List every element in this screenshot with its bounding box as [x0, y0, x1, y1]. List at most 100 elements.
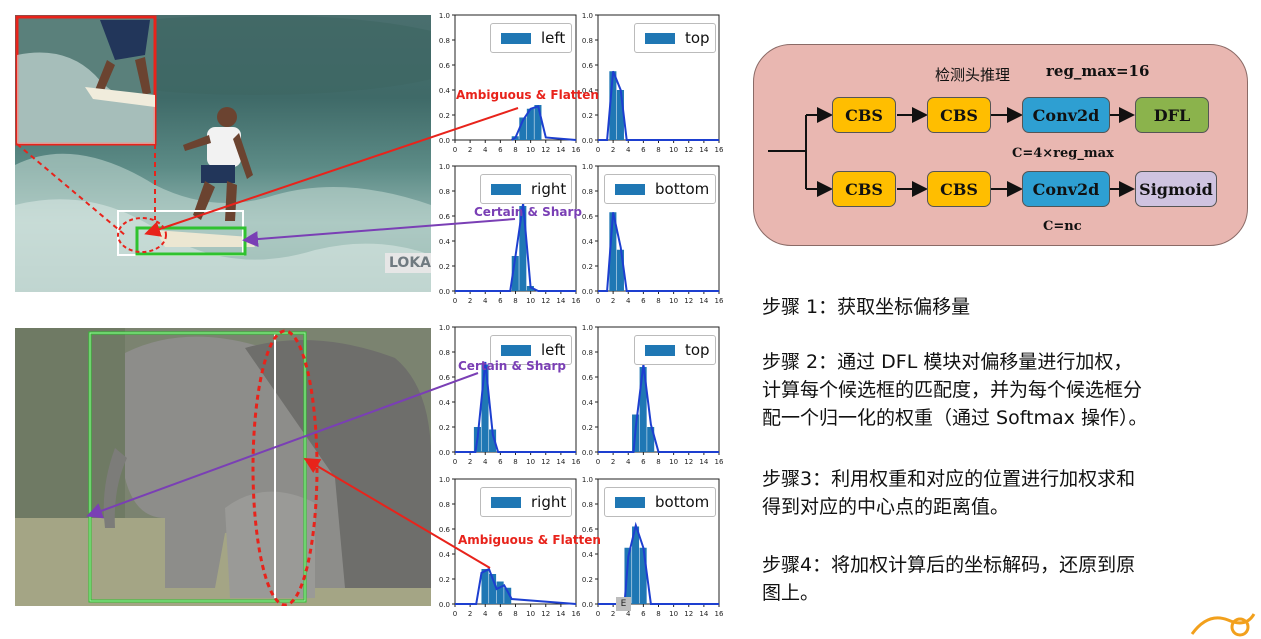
step-2-line-3: 配一个归一化的权重（通过 Softmax 操作）。: [762, 407, 1148, 429]
histogram-bar: [534, 105, 542, 140]
x-tick-label: 10: [526, 610, 535, 618]
y-tick-label: 0.2: [582, 424, 593, 432]
histogram-bar: [624, 547, 632, 604]
x-tick-label: 4: [483, 146, 488, 154]
y-tick-label: 0.8: [582, 349, 593, 357]
x-tick-label: 6: [498, 610, 503, 618]
legend-swatch: [645, 32, 675, 44]
x-tick-label: 0: [596, 297, 600, 305]
y-tick-label: 0.8: [439, 37, 450, 45]
histogram-bar: [526, 286, 534, 291]
y-tick-label: 0.2: [439, 112, 450, 120]
step-3: 步骤3：利用权重和对应的位置进行加权求和 得到对应的中心点的距离值。: [762, 465, 1252, 521]
y-tick-label: 1.0: [439, 476, 450, 484]
x-tick-label: 2: [468, 146, 472, 154]
x-tick-label: 10: [669, 610, 678, 618]
x-tick-label: 12: [684, 146, 693, 154]
x-tick-label: 2: [468, 458, 472, 466]
sigmoid-node: Sigmoid: [1135, 171, 1217, 207]
step-2: 步骤 2：通过 DFL 模块对偏移量进行加权， 计算每个候选框的匹配度，并为每个…: [762, 348, 1252, 432]
x-tick-label: 12: [684, 610, 693, 618]
detection-head-diagram: [753, 44, 1248, 246]
legend-swatch: [645, 344, 675, 356]
histogram-bar: [496, 581, 504, 604]
x-tick-label: 6: [641, 146, 646, 154]
x-tick-label: 8: [656, 610, 660, 618]
x-tick-label: 0: [596, 146, 600, 154]
x-tick-label: 14: [699, 146, 708, 154]
step-1: 步骤 1：获取坐标偏移量: [762, 293, 1252, 321]
brand-logo-icon: [1190, 613, 1256, 637]
legend-bottom-2: bottom: [604, 487, 716, 517]
y-tick-label: 0.8: [439, 188, 450, 196]
legend-swatch: [615, 496, 645, 508]
y-tick-label: 0.2: [582, 576, 593, 584]
y-tick-label: 0.8: [582, 37, 593, 45]
x-tick-label: 14: [556, 297, 565, 305]
histogram-bar: [639, 547, 647, 604]
legend-bottom-1: bottom: [604, 174, 716, 204]
arrow-ambiguous-top: [144, 107, 519, 237]
x-tick-label: 6: [641, 458, 646, 466]
row2-caption: C=nc: [1043, 219, 1082, 234]
x-tick-label: 6: [498, 146, 503, 154]
y-tick-label: 0.2: [439, 263, 450, 271]
distribution-curve: [455, 361, 576, 453]
histogram-bar: [616, 249, 624, 291]
legend-label: bottom: [655, 180, 710, 198]
x-tick-label: 16: [572, 146, 581, 154]
legend-right-2: right: [480, 487, 572, 517]
x-tick-label: 12: [684, 458, 693, 466]
x-tick-label: 12: [541, 297, 550, 305]
legend-top-2: top: [634, 335, 716, 365]
step-2-line-1: 步骤 2：通过 DFL 模块对偏移量进行加权，: [762, 351, 1133, 373]
legend-left-1: left: [490, 23, 572, 53]
cbs-node-1b: CBS: [927, 97, 991, 133]
distribution-curve: [598, 70, 719, 141]
histogram-bar: [519, 206, 527, 291]
x-tick-label: 6: [498, 297, 503, 305]
y-tick-label: 0.6: [582, 374, 594, 382]
x-tick-label: 12: [541, 610, 550, 618]
x-tick-label: 0: [453, 297, 457, 305]
y-tick-label: 0.6: [439, 213, 451, 221]
y-tick-label: 1.0: [582, 476, 593, 484]
conv2d-node-1: Conv2d: [1022, 97, 1110, 133]
x-tick-label: 6: [498, 458, 503, 466]
histogram-bar: [609, 212, 617, 291]
y-tick-label: 0.2: [439, 424, 450, 432]
y-tick-label: 0.6: [439, 62, 451, 70]
x-tick-label: 4: [626, 297, 631, 305]
legend-top-1: top: [634, 23, 716, 53]
x-tick-label: 4: [483, 297, 488, 305]
x-tick-label: 14: [556, 458, 565, 466]
y-tick-label: 0.2: [439, 576, 450, 584]
x-tick-label: 8: [656, 297, 660, 305]
y-tick-label: 0.4: [582, 399, 594, 407]
x-tick-label: 14: [699, 610, 708, 618]
arrow-certain-top: [242, 218, 516, 248]
histogram-bar: [609, 71, 617, 140]
y-tick-label: 0.0: [439, 601, 450, 609]
x-tick-label: 2: [611, 458, 615, 466]
legend-swatch: [615, 183, 645, 195]
histogram-bar: [489, 429, 497, 452]
x-tick-label: 0: [596, 458, 600, 466]
y-tick-label: 0.8: [582, 501, 593, 509]
x-tick-label: 16: [715, 610, 724, 618]
y-tick-label: 0.8: [582, 188, 593, 196]
x-tick-label: 4: [626, 458, 631, 466]
x-tick-label: 12: [541, 146, 550, 154]
legend-swatch: [491, 496, 521, 508]
surfer-scene: [15, 15, 431, 292]
legend-label: right: [531, 180, 567, 198]
y-tick-label: 0.6: [582, 526, 594, 534]
x-tick-label: 16: [715, 458, 724, 466]
y-tick-label: 0.2: [582, 112, 593, 120]
x-tick-label: 10: [526, 458, 535, 466]
x-tick-label: 16: [572, 610, 581, 618]
y-tick-label: 0.4: [439, 551, 451, 559]
y-tick-label: 0.6: [582, 213, 594, 221]
x-tick-label: 4: [483, 610, 488, 618]
